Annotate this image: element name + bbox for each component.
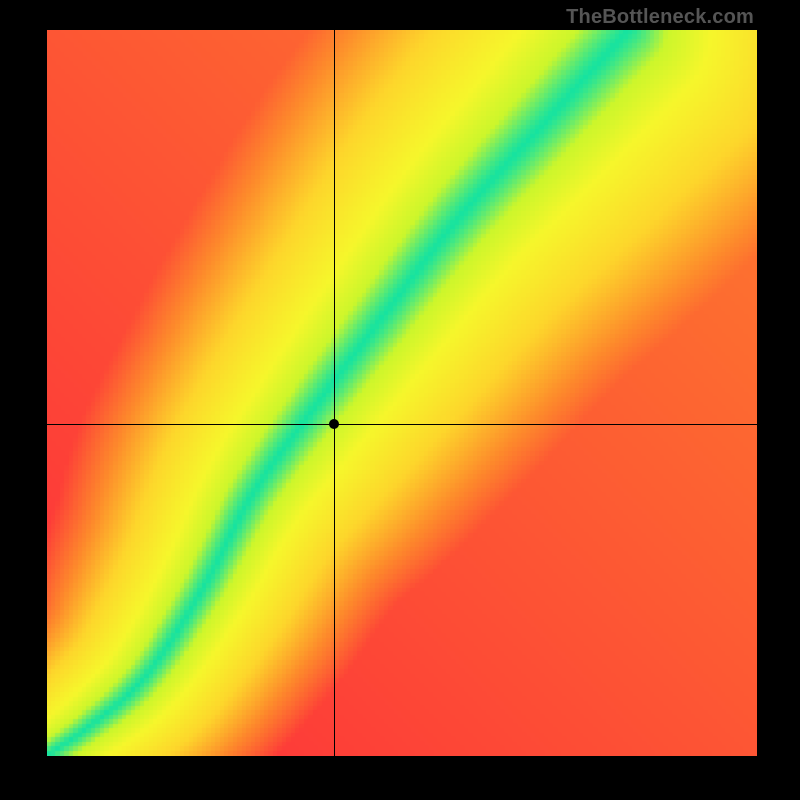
attribution-text: TheBottleneck.com <box>566 6 754 29</box>
bottleneck-heatmap <box>47 30 757 756</box>
figure-root: TheBottleneck.com <box>0 0 800 800</box>
